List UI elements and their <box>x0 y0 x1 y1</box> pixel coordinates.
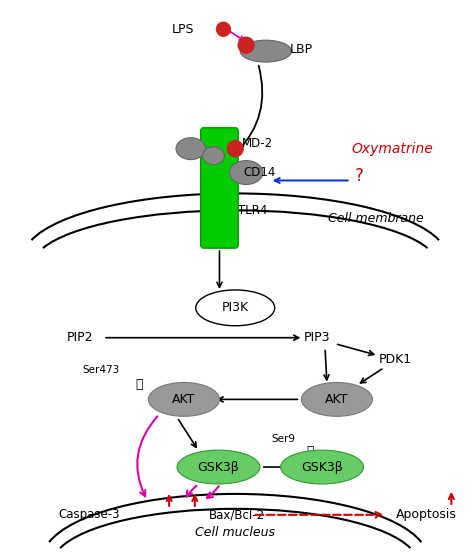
Text: Ser9: Ser9 <box>272 434 295 444</box>
Text: Cell membrane: Cell membrane <box>328 212 424 225</box>
Text: AKT: AKT <box>325 393 348 406</box>
Text: PIP3: PIP3 <box>304 331 330 344</box>
Ellipse shape <box>281 450 364 484</box>
Text: PIP2: PIP2 <box>67 331 93 344</box>
Text: Apoptosis: Apoptosis <box>396 508 457 522</box>
Text: TLR4: TLR4 <box>238 204 267 217</box>
Text: Ⓟ: Ⓟ <box>136 378 143 391</box>
Circle shape <box>228 141 243 157</box>
Text: ?: ? <box>355 166 364 185</box>
Text: Caspase-3: Caspase-3 <box>58 508 120 522</box>
Text: GSK3β: GSK3β <box>198 460 239 474</box>
Circle shape <box>238 37 254 53</box>
Ellipse shape <box>148 383 219 416</box>
Text: LPS: LPS <box>171 23 194 36</box>
Ellipse shape <box>177 450 260 484</box>
Text: GSK3β: GSK3β <box>301 460 343 474</box>
Text: PI3K: PI3K <box>222 301 249 314</box>
Text: LBP: LBP <box>290 43 313 56</box>
Text: PDK1: PDK1 <box>378 353 411 366</box>
Text: MD-2: MD-2 <box>242 137 273 150</box>
Text: Bax/Bcl-2: Bax/Bcl-2 <box>209 508 264 522</box>
Ellipse shape <box>203 147 224 165</box>
Ellipse shape <box>240 40 292 62</box>
Text: Ser473: Ser473 <box>82 365 120 375</box>
Ellipse shape <box>229 161 263 185</box>
Ellipse shape <box>176 138 206 160</box>
Circle shape <box>217 22 230 36</box>
Text: AKT: AKT <box>172 393 196 406</box>
Text: Cell mucleus: Cell mucleus <box>195 526 275 539</box>
Ellipse shape <box>196 290 275 326</box>
Text: Oxymatrine: Oxymatrine <box>352 142 433 156</box>
Text: CD14: CD14 <box>244 166 276 179</box>
Ellipse shape <box>301 383 373 416</box>
Text: Ⓟ: Ⓟ <box>307 445 314 458</box>
FancyBboxPatch shape <box>201 128 238 248</box>
